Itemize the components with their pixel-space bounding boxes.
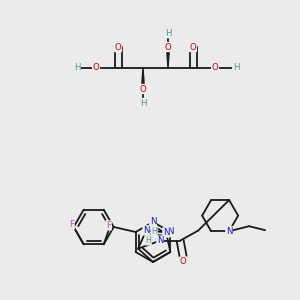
Polygon shape bbox=[167, 47, 170, 68]
Text: N: N bbox=[157, 236, 164, 245]
Polygon shape bbox=[142, 68, 145, 89]
Text: H: H bbox=[74, 64, 80, 73]
Text: H: H bbox=[151, 227, 157, 236]
Text: N: N bbox=[226, 227, 232, 236]
Text: F: F bbox=[69, 220, 74, 229]
Text: O: O bbox=[212, 64, 218, 73]
Text: H: H bbox=[140, 98, 146, 107]
Text: H: H bbox=[233, 64, 239, 73]
Text: O: O bbox=[140, 85, 146, 94]
Text: O: O bbox=[165, 43, 171, 52]
Text: H: H bbox=[165, 28, 171, 38]
Text: O: O bbox=[93, 64, 99, 73]
Text: O: O bbox=[180, 257, 187, 266]
Text: N: N bbox=[143, 226, 149, 235]
Text: N: N bbox=[150, 218, 156, 226]
Text: O: O bbox=[190, 43, 196, 52]
Text: N: N bbox=[167, 227, 174, 236]
Text: F: F bbox=[106, 221, 111, 230]
Text: N: N bbox=[163, 228, 169, 237]
Text: H: H bbox=[145, 236, 151, 245]
Text: O: O bbox=[115, 43, 122, 52]
